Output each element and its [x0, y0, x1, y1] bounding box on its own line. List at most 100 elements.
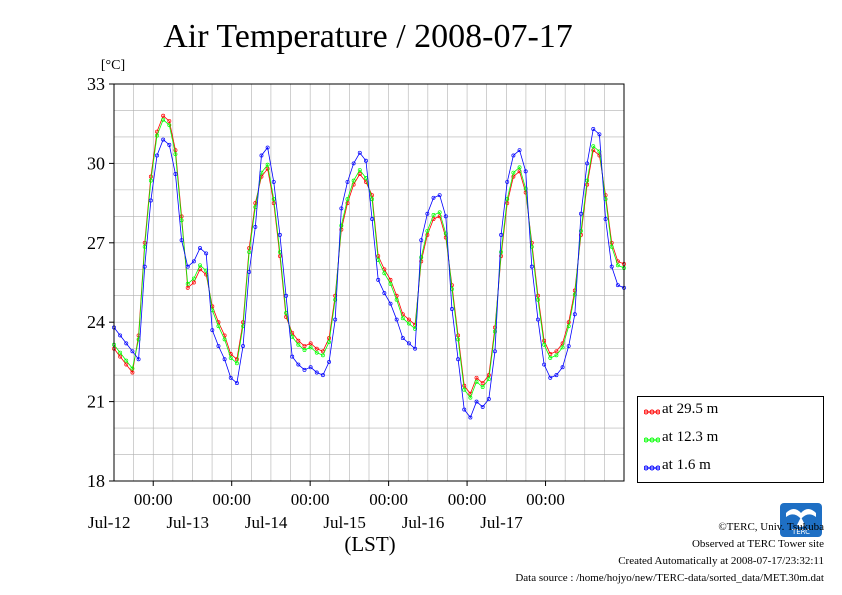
data-point [185, 285, 190, 290]
data-point [314, 350, 319, 355]
data-point [511, 153, 516, 158]
chart-title: Air Temperature / 2008-07-17 [163, 18, 573, 55]
data-point [400, 336, 405, 341]
data-point [148, 178, 153, 183]
data-point [327, 340, 332, 344]
data-point [536, 297, 540, 302]
data-point [345, 179, 350, 184]
data-point [517, 169, 522, 174]
legend-marker-green [644, 437, 660, 443]
data-point [216, 344, 221, 348]
data-point [419, 238, 424, 243]
data-point [290, 330, 295, 335]
svg-text:TERC: TERC [791, 528, 810, 536]
data-point [517, 165, 522, 170]
data-point [222, 357, 227, 362]
data-point [437, 210, 442, 215]
data-point [308, 345, 313, 350]
data-point [259, 153, 264, 158]
data-point [517, 148, 522, 153]
legend-label: at 29.5 m [662, 401, 719, 417]
data-point [388, 301, 393, 306]
data-point [406, 317, 411, 322]
legend: at 29.5 m at 12.3 m at 1.6 m [637, 396, 824, 483]
data-point [505, 179, 510, 184]
data-point [290, 354, 295, 359]
data-point [542, 362, 547, 367]
data-point [363, 158, 368, 163]
data-point [296, 338, 301, 343]
data-point [425, 228, 430, 233]
data-point [609, 264, 614, 269]
data-point [425, 211, 430, 216]
data-point [161, 117, 166, 122]
data-point [585, 178, 590, 183]
y-tick-label: 33 [87, 74, 105, 94]
data-point [382, 291, 387, 296]
data-point [536, 317, 540, 322]
data-point [142, 264, 147, 269]
grid [114, 84, 624, 481]
data-point [357, 150, 362, 155]
data-point [591, 127, 596, 131]
legend-marker-red [644, 409, 660, 415]
data-point [493, 329, 497, 334]
x-ticks: 00:00Jul-1200:00Jul-1300:00Jul-1400:00Ju… [88, 481, 565, 532]
data-point [554, 349, 559, 354]
data-point [511, 174, 516, 179]
data-point [394, 317, 399, 322]
x-tick-date-label: Jul-15 [323, 513, 366, 532]
data-point [486, 377, 491, 382]
data-point [560, 365, 565, 370]
data-point [161, 113, 166, 118]
data-point [191, 280, 196, 285]
data-point [474, 375, 479, 380]
data-point [210, 328, 215, 333]
data-point [370, 217, 375, 221]
x-tick-label: 00:00 [291, 490, 330, 509]
data-point [296, 362, 301, 367]
data-point [450, 307, 454, 311]
data-point [566, 344, 571, 348]
credit-created: Created Automatically at 2008-07-17/23:3… [618, 555, 824, 567]
data-point [431, 213, 436, 217]
data-point [431, 195, 436, 200]
data-point [247, 250, 252, 255]
legend-item-1-6m: at 1.6 m [638, 456, 823, 480]
x-tick-label: 00:00 [212, 490, 251, 509]
terc-logo: TERC [780, 503, 822, 537]
data-point [130, 370, 135, 375]
data-point [456, 337, 461, 342]
data-point [333, 297, 338, 302]
data-point [413, 346, 418, 351]
x-tick-date-label: Jul-12 [88, 513, 131, 532]
series-line [113, 128, 625, 419]
data-point [118, 354, 123, 359]
data-point [118, 333, 123, 338]
data-point [241, 344, 245, 348]
data-point [572, 312, 577, 317]
data-point [327, 359, 332, 364]
credit-site: Observed at TERC Tower site [691, 538, 824, 550]
data-point [566, 320, 571, 325]
data-point [370, 197, 375, 202]
data-point [155, 153, 159, 158]
x-tick-label: 00:00 [526, 490, 565, 509]
data-point [161, 137, 166, 142]
data-point [400, 316, 405, 321]
data-point [191, 276, 196, 281]
data-point [345, 201, 350, 206]
data-point [124, 341, 129, 346]
data-point [118, 350, 123, 355]
data-point [566, 324, 571, 329]
y-tick-label: 24 [87, 312, 105, 332]
x-tick-label: 00:00 [448, 490, 487, 509]
data-point [191, 259, 196, 264]
y-ticks: 18 21 24 27 30 33 [87, 74, 114, 491]
data-point [351, 161, 356, 166]
data-point [179, 238, 184, 243]
data-point [314, 370, 319, 375]
data-point [462, 387, 467, 392]
data-point [204, 251, 209, 256]
